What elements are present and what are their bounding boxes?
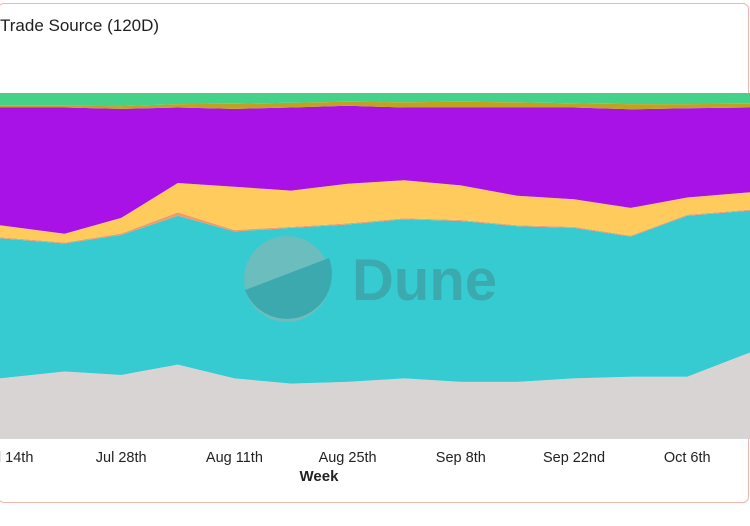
- area-series-6: [0, 93, 750, 107]
- x-tick-label: Sep 22nd: [543, 450, 605, 466]
- x-tick-label: Jul 28th: [96, 450, 147, 466]
- x-tick-label: Oct 6th: [664, 450, 711, 466]
- area-layers: [0, 93, 750, 439]
- x-tick-label: Aug 25th: [319, 450, 377, 466]
- area-series-0: [0, 352, 750, 439]
- x-tick-label: Aug 11th: [206, 450, 263, 466]
- x-tick-label: Jul 14th: [0, 450, 33, 466]
- area-series-5: [0, 101, 750, 110]
- dune-watermark: Dune: [244, 236, 497, 322]
- area-series-1: [0, 210, 750, 384]
- area-series-4: [0, 105, 750, 234]
- area-series-3: [0, 180, 750, 243]
- chart-title: Trade Source (120D): [0, 16, 160, 35]
- watermark-text: Dune: [352, 248, 497, 313]
- x-axis-ticks: Jul 14th Jul 28th Aug 11th Aug 25th Sep 8th S…: [0, 450, 711, 466]
- x-axis-title: Week: [300, 468, 340, 485]
- dune-logo-half: [245, 258, 332, 319]
- area-series-2: [0, 209, 750, 244]
- x-tick-label: Sep 8th: [436, 450, 486, 466]
